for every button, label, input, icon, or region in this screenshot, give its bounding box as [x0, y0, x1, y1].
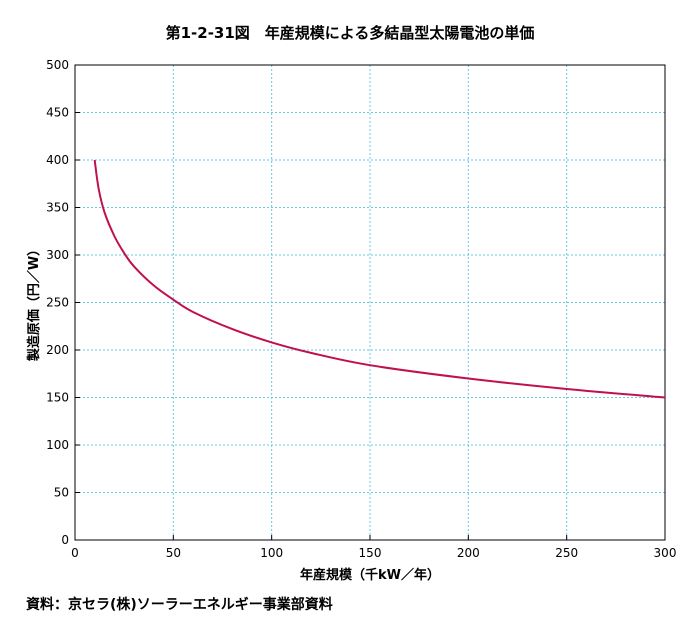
- source-note: 資料：京セラ(株)ソーラーエネルギー事業部資料: [26, 597, 333, 613]
- y-tick-label: 300: [46, 248, 69, 262]
- y-tick-label: 250: [46, 296, 69, 310]
- x-tick-label: 150: [359, 546, 382, 560]
- series-line: [93, 159, 666, 399]
- x-tick-label: 0: [71, 546, 79, 560]
- x-tick-label: 250: [555, 546, 578, 560]
- y-tick-label: 500: [46, 58, 69, 72]
- x-axis-label: 年産規模（千kW／年）: [300, 567, 440, 583]
- y-tick-label: 50: [54, 486, 69, 500]
- y-tick-label: 400: [46, 153, 69, 167]
- y-tick-label: 0: [61, 533, 69, 547]
- grid: [75, 65, 665, 540]
- y-tick-label: 100: [46, 438, 69, 452]
- x-axis: 0 50 100 150 200 250 300: [71, 535, 676, 560]
- y-axis: 0 50 100 150 200 250 300 350 400 450 500: [46, 58, 80, 547]
- y-tick-label: 200: [46, 343, 69, 357]
- x-tick-label: 100: [260, 546, 283, 560]
- chart-title: 第1-2-31図 年産規模による多結晶型太陽電池の単価: [166, 24, 535, 42]
- y-axis-label: 製造原価（円／W）: [26, 243, 42, 362]
- x-tick-label: 300: [654, 546, 677, 560]
- y-tick-label: 450: [46, 106, 69, 120]
- x-tick-label: 200: [457, 546, 480, 560]
- y-tick-label: 350: [46, 201, 69, 215]
- series-group: [93, 159, 666, 399]
- y-tick-label: 150: [46, 391, 69, 405]
- x-tick-label: 50: [166, 546, 181, 560]
